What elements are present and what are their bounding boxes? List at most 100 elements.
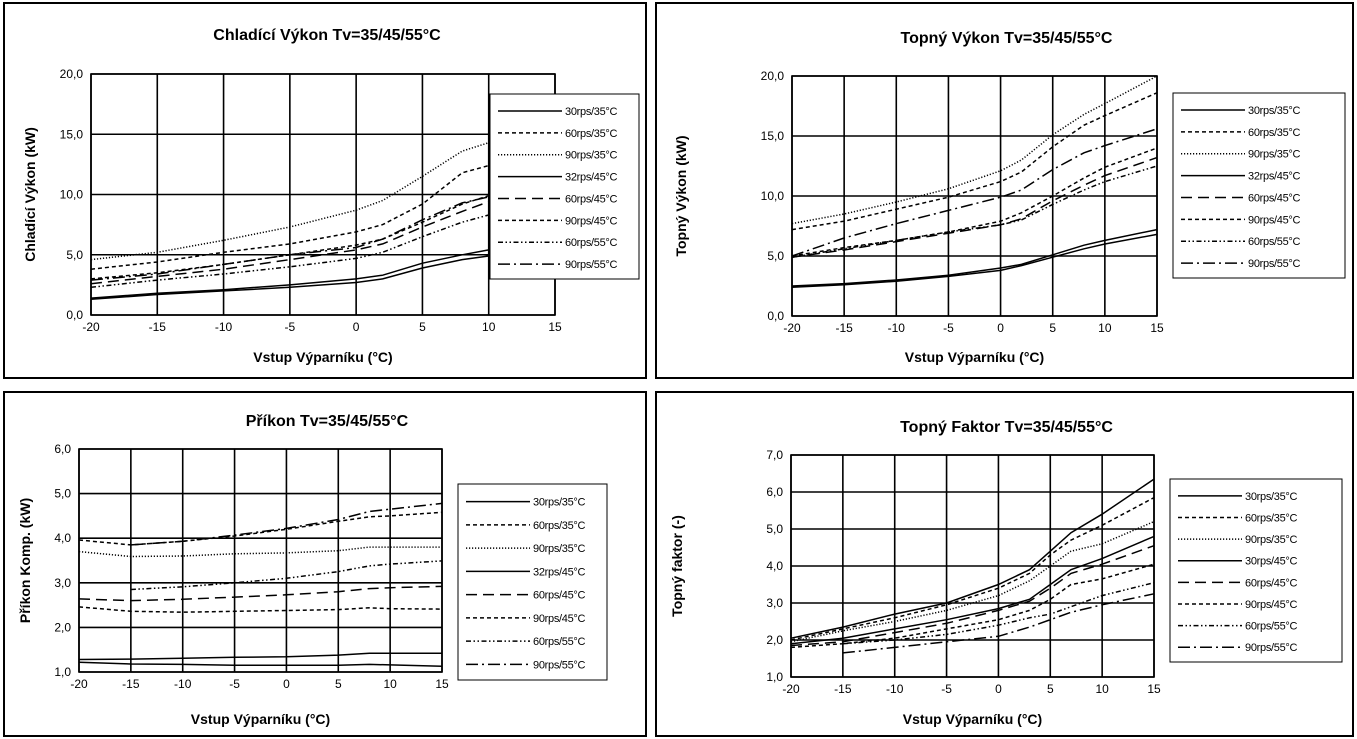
- legend-box: [489, 93, 640, 280]
- legend-label: 60rps/35°C: [1245, 512, 1298, 524]
- x-tick-label: 0: [997, 321, 1004, 335]
- chart-svg: Topný Faktor Tv=35/45/55°C -20 -15 -10 -5 0 5 1…: [669, 419, 1343, 727]
- x-axis-label: Vstup Výparníku (°C): [191, 711, 330, 727]
- series-line: [791, 128, 1158, 257]
- series-line: [791, 75, 1158, 225]
- y-tick-label: 7,0: [766, 448, 783, 462]
- legend-label: 60rps/35°C: [1248, 127, 1301, 139]
- plot-area-frame: [790, 454, 1155, 678]
- legend-label: 90rps/45°C: [565, 215, 618, 227]
- legend-label: 32rps/45°C: [533, 566, 586, 578]
- x-tick-label: -15: [122, 677, 140, 691]
- legend-box: [457, 483, 608, 681]
- series-line: [78, 546, 442, 558]
- y-tick-label: 6,0: [54, 442, 71, 456]
- legend-label: 30rps/45°C: [1245, 556, 1298, 568]
- y-tick-label: 5,0: [54, 487, 71, 501]
- y-tick-label: 5,0: [767, 249, 784, 263]
- series-line: [78, 585, 443, 602]
- chart-title: Topný Faktor Tv=35/45/55°C: [900, 419, 1113, 436]
- y-tick-label: 15,0: [761, 129, 785, 143]
- x-tick-label: 0: [353, 320, 360, 334]
- series-line: [791, 165, 1158, 258]
- y-axis-label: Topný faktor (-): [669, 515, 685, 617]
- legend-label: 32rps/45°C: [1248, 171, 1301, 183]
- series-line: [78, 652, 442, 661]
- x-axis-label: Vstup Výparníku (°C): [903, 711, 1042, 727]
- series-line: [78, 661, 443, 667]
- y-tick-label: 0,0: [66, 308, 83, 322]
- x-tick-label: -15: [835, 321, 853, 335]
- x-tick-label: 5: [335, 677, 342, 691]
- series-line: [791, 233, 1158, 288]
- x-tick-label: -5: [229, 677, 240, 691]
- legend-label: 60rps/35°C: [533, 520, 586, 532]
- y-axis-label: Příkon Komp. (kW): [17, 498, 33, 623]
- x-tick-label: -20: [783, 321, 801, 335]
- series-line: [90, 238, 556, 299]
- x-axis-label: Vstup Výparníku (°C): [905, 349, 1044, 365]
- x-tick-label: -10: [215, 320, 233, 334]
- series-line: [791, 92, 1158, 231]
- series-line: [791, 228, 1158, 287]
- chart-panel-heating-capacity: Topný Výkon Tv=35/45/55°C -20 -15 -10 -5 0 5 10…: [655, 2, 1354, 379]
- series-line: [90, 202, 556, 289]
- x-tick-label: 15: [1150, 321, 1164, 335]
- series-line: [791, 156, 1158, 258]
- chart-svg: Příkon Tv=35/45/55°C -20 -15 -10 -5 0 5 10 15 1,0…: [17, 413, 608, 727]
- series-line: [130, 502, 443, 546]
- series-line: [90, 178, 556, 281]
- y-tick-label: 20,0: [761, 69, 785, 83]
- x-tick-label: 10: [482, 320, 496, 334]
- x-tick-label: 10: [383, 677, 397, 691]
- y-tick-label: 15,0: [60, 127, 84, 141]
- series-line: [791, 147, 1158, 257]
- x-tick-label: -20: [70, 677, 88, 691]
- chart-svg: Topný Výkon Tv=35/45/55°C -20 -15 -10 -5 0 5 10…: [673, 30, 1346, 365]
- y-tick-label: 10,0: [761, 189, 785, 203]
- chart-panel-cooling-capacity: Chladící Výkon Tv=35/45/55°C -20 -15 -10 -5 0…: [3, 2, 647, 379]
- legend-label: 60rps/45°C: [1248, 192, 1301, 204]
- chart-panel-power-input: Příkon Tv=35/45/55°C -20 -15 -10 -5 0 5 10 15 1,0…: [3, 391, 647, 737]
- x-tick-label: 5: [1047, 682, 1054, 696]
- x-tick-label: -5: [941, 682, 952, 696]
- legend-label: 90rps/35°C: [1248, 149, 1301, 161]
- x-tick-label: -15: [149, 320, 167, 334]
- legend-label: 90rps/35°C: [1245, 534, 1298, 546]
- legend-label: 60rps/55°C: [565, 237, 618, 249]
- legend-label: 60rps/45°C: [1245, 577, 1298, 589]
- series-line: [842, 581, 1155, 645]
- series-line: [90, 180, 556, 280]
- legend-label: 90rps/45°C: [1245, 599, 1298, 611]
- series-line: [90, 184, 556, 285]
- x-tick-label: 10: [1095, 682, 1109, 696]
- series-line: [90, 246, 556, 301]
- legend-label: 90rps/55°C: [1248, 258, 1301, 270]
- y-tick-label: 2,0: [766, 633, 783, 647]
- y-tick-label: 5,0: [766, 522, 783, 536]
- y-tick-label: 20,0: [60, 67, 84, 81]
- legend-label: 90rps/55°C: [565, 259, 618, 271]
- x-tick-label: -10: [886, 682, 904, 696]
- y-tick-label: 1,0: [54, 665, 71, 679]
- series-line: [78, 511, 443, 546]
- x-tick-label: -10: [174, 677, 192, 691]
- x-tick-label: 15: [548, 320, 562, 334]
- legend-label: 60rps/55°C: [533, 636, 586, 648]
- plot-area-frame: [791, 75, 1158, 317]
- x-tick-label: -5: [943, 321, 954, 335]
- y-tick-label: 4,0: [54, 531, 71, 545]
- legend-label: 60rps/55°C: [1245, 621, 1298, 633]
- plot-area-frame: [78, 448, 443, 673]
- x-tick-label: 5: [1049, 321, 1056, 335]
- x-tick-label: 5: [419, 320, 426, 334]
- series-line: [790, 544, 1155, 647]
- series-line: [130, 560, 443, 591]
- y-tick-label: 1,0: [766, 670, 783, 684]
- legend-label: 60rps/35°C: [565, 128, 618, 140]
- series-line: [790, 478, 1155, 639]
- x-tick-label: 0: [283, 677, 290, 691]
- legend-label: 32rps/45°C: [565, 172, 618, 184]
- legend-label: 90rps/55°C: [533, 659, 586, 671]
- x-axis-label: Vstup Výparníku (°C): [253, 349, 392, 365]
